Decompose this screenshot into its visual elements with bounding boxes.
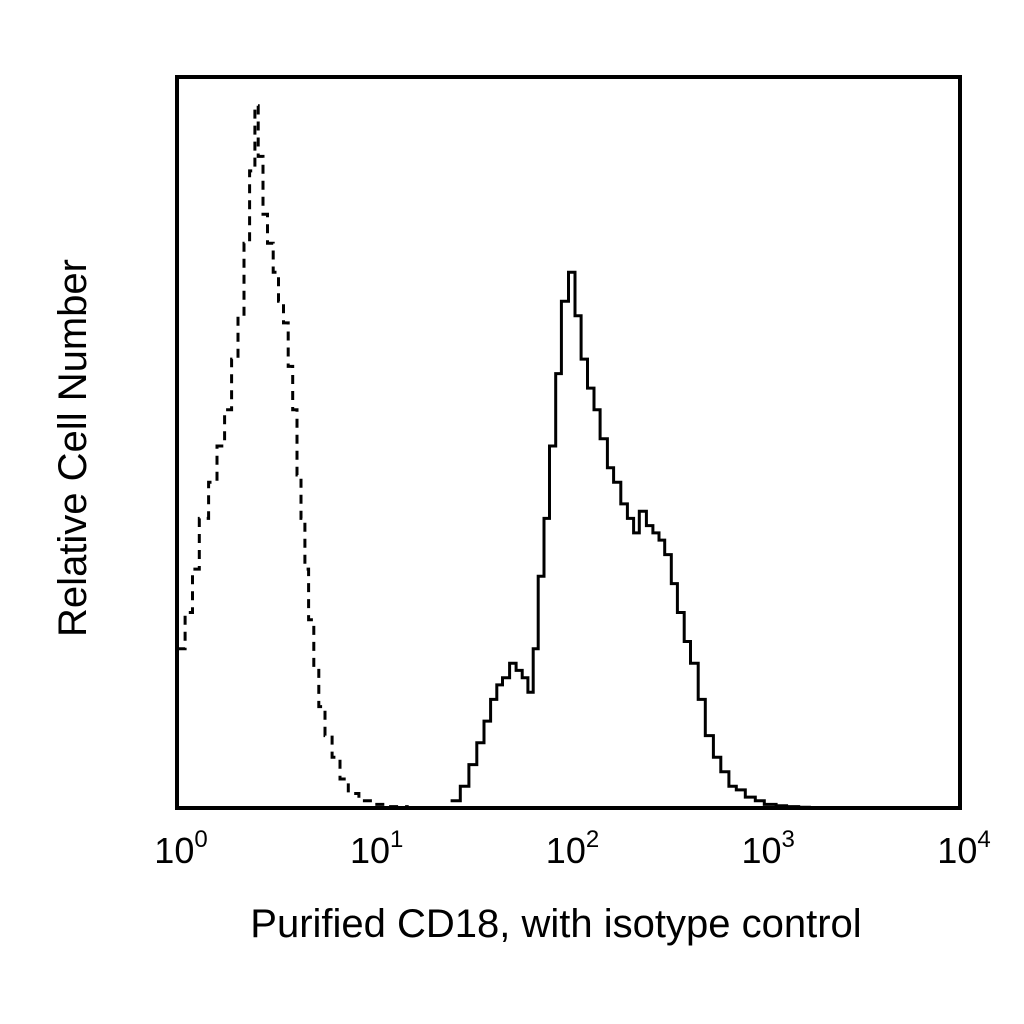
x-tick-label: 101 (350, 826, 403, 871)
y-axis-label: Relative Cell Number (51, 259, 95, 637)
series-line-isotype-control (177, 104, 432, 810)
x-tick-label: 102 (546, 826, 599, 871)
x-axis-ticks: 100 101 102 103 104 (154, 826, 990, 871)
x-axis-label: Purified CD18, with isotype control (250, 902, 861, 946)
series-line-cd18 (450, 270, 843, 810)
x-tick-label: 100 (154, 826, 207, 871)
plot-frame (175, 75, 962, 810)
x-tick-label: 103 (742, 826, 795, 871)
x-tick-label: 104 (937, 826, 990, 871)
chart-marks (177, 104, 843, 810)
